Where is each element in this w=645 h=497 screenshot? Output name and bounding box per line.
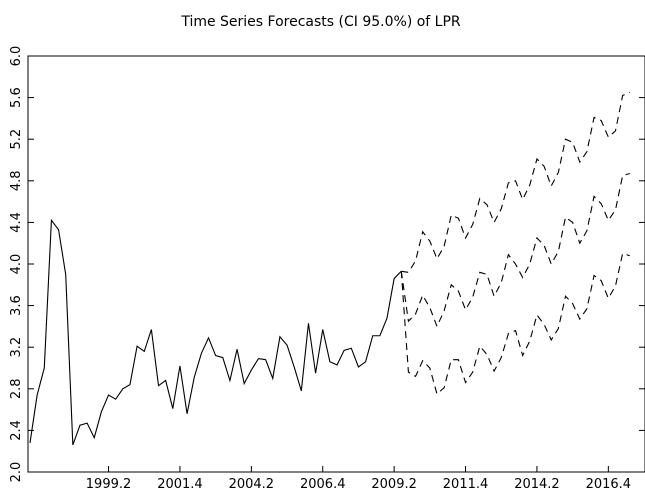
y-tick-label: 3.2 bbox=[9, 337, 24, 358]
y-tick-label: 5.6 bbox=[9, 87, 24, 108]
plot-frame bbox=[27, 55, 645, 473]
x-tick-label: 1999.2 bbox=[86, 477, 132, 492]
y-tick-label: 2.8 bbox=[9, 378, 24, 399]
y-tick-label: 2.0 bbox=[9, 462, 24, 483]
x-tick-label: 2001.4 bbox=[157, 477, 203, 492]
y-axis: 2.0 2.4 2.8 3.2 3.6 4.0 4.4 4.8 5.2 5.6 6.0 bbox=[9, 46, 645, 483]
chart-title: Time Series Forecasts (CI 95.0%) of LPR bbox=[180, 14, 461, 30]
series-line-forecast-3 bbox=[400, 252, 630, 395]
y-tick-label: 4.8 bbox=[9, 170, 24, 191]
y-tick-label: 5.2 bbox=[9, 129, 24, 150]
x-tick-label: 2009.2 bbox=[371, 477, 417, 492]
x-tick-label: 2006.4 bbox=[300, 477, 346, 492]
x-axis: 1999.2 2001.4 2004.2 2006.4 2009.2 2011.4 2014… bbox=[86, 466, 631, 492]
y-tick-label: 6.0 bbox=[9, 46, 24, 67]
series-line-forecast-1 bbox=[400, 172, 630, 328]
x-tick-label: 2011.4 bbox=[443, 477, 489, 492]
y-tick-label: 2.4 bbox=[9, 420, 24, 441]
series-line-forecast-2 bbox=[401, 91, 630, 273]
x-tick-label: 2004.2 bbox=[229, 477, 275, 492]
series-layer bbox=[29, 91, 630, 446]
x-tick-label: 2016.4 bbox=[586, 477, 632, 492]
x-tick-label: 2014.2 bbox=[514, 477, 560, 492]
series-line-history bbox=[29, 218, 402, 446]
y-tick-label: 4.4 bbox=[9, 212, 24, 233]
y-tick-label: 3.6 bbox=[9, 295, 24, 316]
y-tick-label: 4.0 bbox=[9, 254, 24, 275]
